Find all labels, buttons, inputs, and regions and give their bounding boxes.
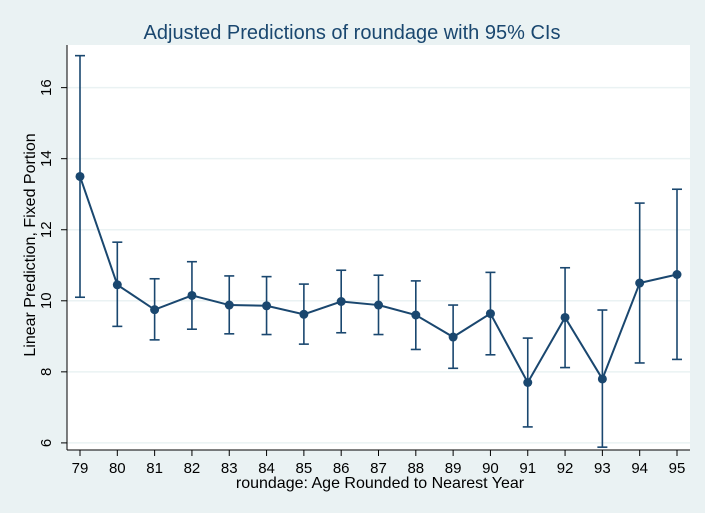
data-point [150, 305, 160, 315]
x-tick-label: 85 [296, 460, 313, 477]
x-tick-label: 79 [72, 460, 89, 477]
y-axis-label: Linear Prediction, Fixed Portion [22, 133, 39, 356]
y-tick-label: 10 [38, 292, 55, 309]
x-tick-label: 94 [631, 460, 648, 477]
data-point [262, 301, 272, 311]
y-tick-label: 16 [38, 79, 55, 96]
x-tick-label: 84 [258, 460, 275, 477]
x-tick-label: 81 [146, 460, 163, 477]
x-tick-label: 95 [669, 460, 686, 477]
y-tick-label: 14 [38, 150, 55, 167]
data-point [597, 374, 607, 384]
x-tick-label: 80 [109, 460, 126, 477]
data-point [485, 309, 495, 319]
y-tick-label: 6 [38, 439, 55, 447]
data-point [635, 278, 645, 288]
y-tick-label: 12 [38, 221, 55, 238]
data-point [374, 300, 383, 310]
x-tick-label: 89 [445, 460, 462, 477]
data-point [224, 300, 234, 310]
x-tick-label: 88 [407, 460, 424, 477]
data-point [75, 171, 85, 181]
x-tick-label: 92 [557, 460, 574, 477]
data-point [187, 290, 197, 300]
y-axis-ticks: 6 8 10 12 14 16 [38, 79, 67, 447]
data-point [336, 297, 346, 306]
x-axis-label: roundage: Age Rounded to Nearest Year [236, 475, 525, 492]
data-point [411, 310, 421, 320]
plot-area [67, 45, 690, 450]
chart-title: Adjusted Predictions of roundage with 95… [144, 22, 561, 44]
x-tick-label: 93 [594, 460, 611, 477]
data-point [560, 312, 570, 322]
x-tick-label: 86 [333, 460, 350, 477]
data-point [672, 270, 682, 279]
x-tick-label: 83 [221, 460, 238, 477]
y-tick-label: 8 [38, 368, 55, 376]
x-tick-label: 91 [519, 460, 536, 477]
x-tick-label: 87 [370, 460, 387, 477]
data-point [299, 309, 309, 319]
series-markers [75, 171, 682, 387]
data-point [448, 332, 458, 342]
x-tick-label: 90 [482, 460, 499, 477]
data-point [112, 280, 122, 290]
x-axis-ticks: 79 80 81 82 83 84 85 86 87 88 89 90 91 92 93 94 95 [72, 450, 686, 477]
data-point [523, 378, 533, 387]
x-tick-label: 82 [184, 460, 201, 477]
